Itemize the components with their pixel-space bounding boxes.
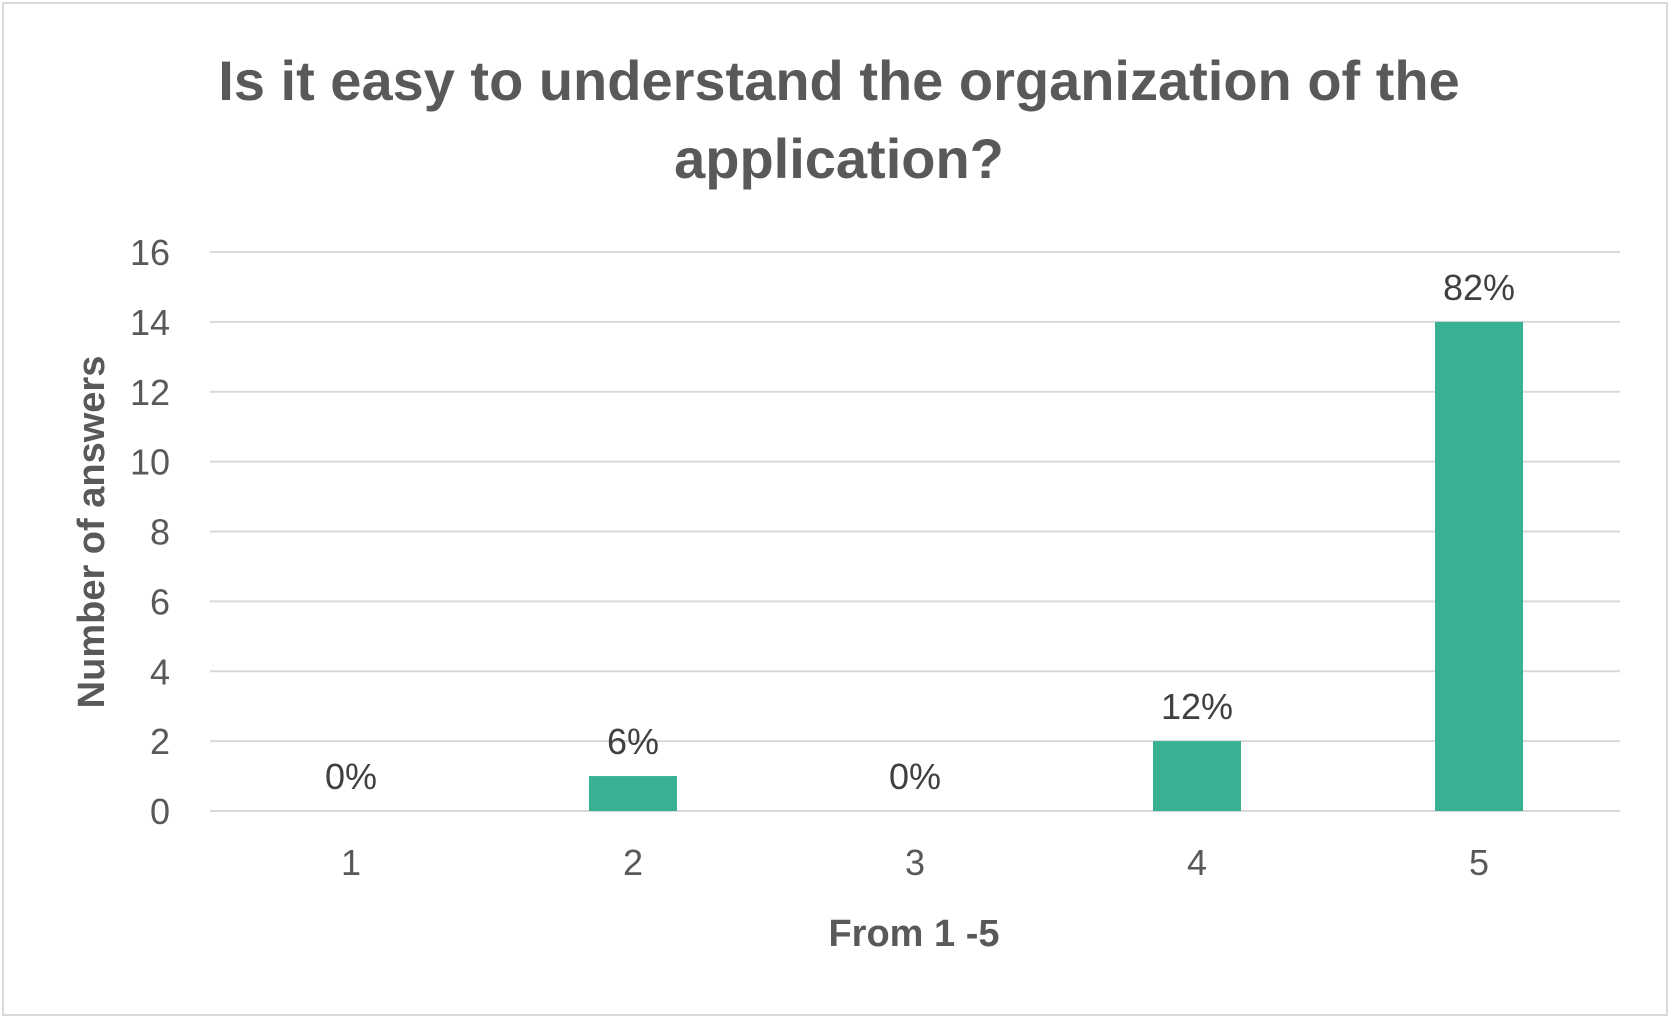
bar	[1153, 741, 1241, 811]
y-tick-label: 8	[150, 512, 170, 553]
x-axis-ticks: 1 2 3 4 5	[341, 842, 1489, 883]
x-tick-label: 5	[1469, 842, 1489, 883]
y-tick-label: 6	[150, 581, 170, 622]
y-axis-ticks: 0 2 4 6 8 10 12 14 16	[130, 232, 170, 832]
bar	[589, 776, 677, 811]
x-axis-title: From 1 -5	[828, 913, 999, 955]
chart-title: Is it easy to understand the organizatio…	[218, 49, 1460, 190]
data-label: 82%	[1443, 267, 1515, 308]
gridlines	[210, 251, 1620, 812]
y-tick-label: 16	[130, 232, 170, 273]
data-label: 6%	[607, 721, 659, 762]
data-labels: 0% 6% 0% 12% 82%	[325, 267, 1515, 797]
y-tick-label: 2	[150, 721, 170, 762]
data-label: 12%	[1161, 686, 1233, 727]
x-tick-label: 1	[341, 842, 361, 883]
y-tick-label: 4	[150, 651, 170, 692]
y-tick-label: 12	[130, 372, 170, 413]
y-tick-label: 0	[150, 791, 170, 832]
bar	[1435, 321, 1523, 811]
x-tick-label: 3	[905, 842, 925, 883]
x-tick-label: 2	[623, 842, 643, 883]
data-label: 0%	[889, 756, 941, 797]
x-tick-label: 4	[1187, 842, 1207, 883]
bars	[589, 321, 1523, 811]
data-label: 0%	[325, 756, 377, 797]
y-tick-label: 10	[130, 442, 170, 483]
y-axis-title: Number of answers	[71, 356, 113, 709]
y-tick-label: 14	[130, 302, 170, 343]
